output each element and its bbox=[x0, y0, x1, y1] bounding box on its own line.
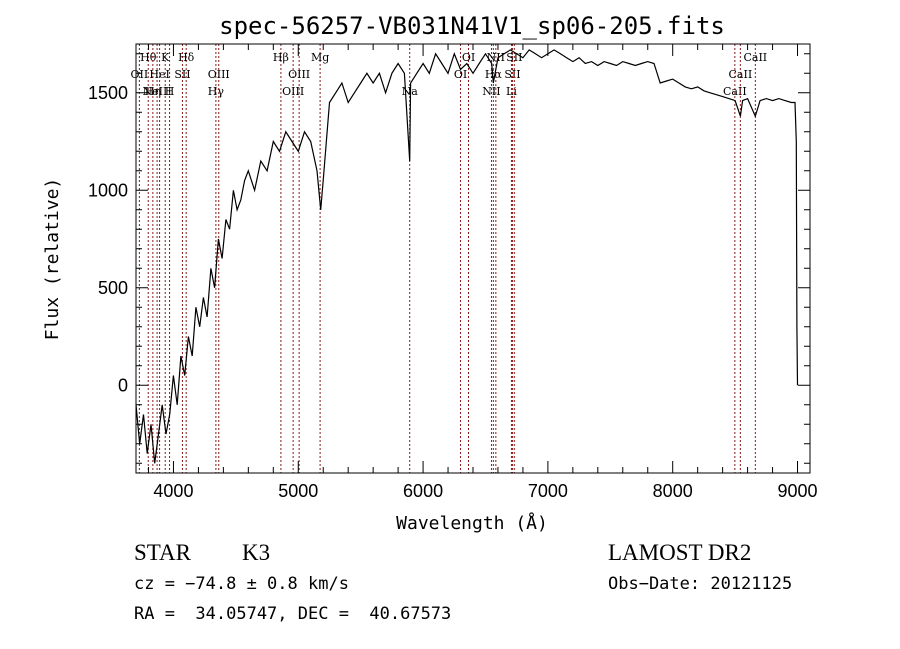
object-subclass: K3 bbox=[242, 540, 271, 565]
line-marker-label: Hβ bbox=[273, 51, 289, 64]
observation-date: Obs−Date: 20121125 bbox=[608, 574, 793, 594]
x-tick-label: 5000 bbox=[278, 481, 318, 501]
redshift-readout: cz = −74.8 ± 0.8 km/s bbox=[134, 574, 349, 594]
line-marker-label: Hδ bbox=[178, 51, 195, 64]
plot-frame bbox=[135, 43, 811, 474]
chart-title: spec-56257-VB031N41V1_sp06-205.fits bbox=[219, 12, 725, 40]
spectrum-line bbox=[135, 49, 799, 464]
line-marker-label: SII bbox=[504, 68, 520, 81]
line-marker-label: H bbox=[165, 85, 175, 98]
y-axis-label: Flux (relative) bbox=[42, 178, 63, 341]
x-axis-label: Wavelength (Å) bbox=[396, 512, 548, 534]
y-tick-label: 0 bbox=[118, 375, 128, 395]
object-class: STAR bbox=[134, 540, 191, 565]
line-marker-label: NeIII bbox=[143, 85, 172, 98]
line-marker-label: CaII bbox=[723, 85, 747, 98]
line-marker-label: Mg bbox=[311, 51, 329, 64]
axis-ticks: 4000 5000 6000 7000 8000 9000 0 500 1000 1500 bbox=[88, 44, 818, 501]
y-tick-label: 1000 bbox=[88, 180, 128, 200]
line-marker-label: OIII bbox=[208, 68, 230, 81]
x-tick-label: 4000 bbox=[153, 481, 193, 501]
y-tick-label: 500 bbox=[98, 278, 128, 298]
line-marker-label: OI bbox=[462, 51, 475, 64]
line-marker-label: OI bbox=[454, 68, 467, 81]
coordinates-readout: RA = 34.05747, DEC = 40.67573 bbox=[134, 604, 452, 624]
line-marker-label: Li bbox=[506, 85, 517, 98]
line-marker-label: Hθ bbox=[140, 51, 157, 64]
line-marker-label: SII bbox=[174, 68, 190, 81]
line-marker-label: CaII bbox=[743, 51, 767, 64]
line-marker-label: Hγ bbox=[208, 85, 225, 98]
line-marker-label: CaII bbox=[729, 68, 753, 81]
x-tick-label: 7000 bbox=[528, 481, 568, 501]
y-tick-label: 1500 bbox=[88, 83, 128, 103]
line-marker-label: NII bbox=[487, 51, 505, 64]
x-tick-label: 9000 bbox=[777, 481, 817, 501]
x-tick-label: 6000 bbox=[403, 481, 443, 501]
line-marker-label: K bbox=[161, 51, 170, 64]
survey-name: LAMOST DR2 bbox=[608, 540, 752, 565]
x-tick-label: 8000 bbox=[653, 481, 693, 501]
line-marker-label: OIII bbox=[282, 85, 304, 98]
line-marker-label: NII bbox=[482, 85, 500, 98]
line-marker-label: HeI bbox=[149, 68, 169, 81]
line-marker-label: OII bbox=[131, 68, 149, 81]
line-marker-label: OIII bbox=[288, 68, 310, 81]
line-marker-label: Hα bbox=[485, 68, 503, 81]
